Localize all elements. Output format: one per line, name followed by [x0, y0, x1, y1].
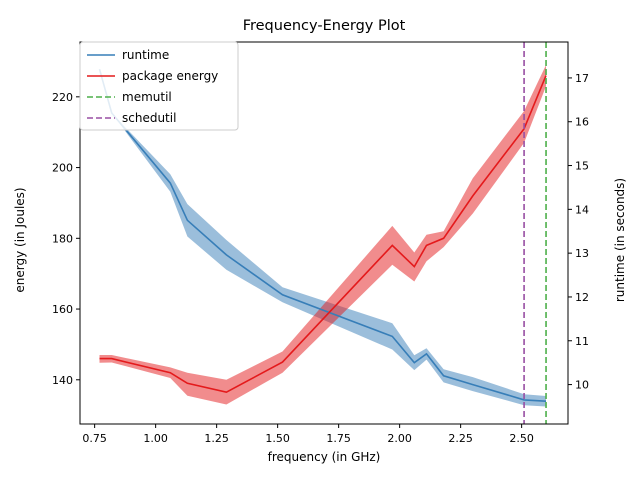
y2-tick-label: 11 — [575, 335, 589, 348]
legend-schedutil-label: schedutil — [122, 111, 176, 125]
x-tick-label: 1.50 — [265, 432, 290, 445]
x-tick-label: 2.00 — [387, 432, 412, 445]
confidence-bands — [99, 65, 546, 407]
series-lines — [98, 68, 547, 402]
reference-lines — [523, 42, 547, 424]
line-package-energy — [99, 75, 547, 394]
plot-frame — [79, 41, 569, 425]
x-axis-label: frequency (in GHz) — [268, 450, 381, 464]
y2-axis-label: runtime (in seconds) — [613, 178, 627, 302]
y-tick-label: 180 — [52, 232, 73, 245]
y2-tick-label: 15 — [575, 160, 589, 173]
x-tick-label: 2.25 — [448, 432, 473, 445]
y-tick-label: 200 — [52, 162, 73, 175]
y2-tick-label: 10 — [575, 379, 589, 392]
chart-title: Frequency-Energy Plot — [243, 18, 406, 34]
x-tick-label: 1.00 — [143, 432, 168, 445]
band-package-energy — [99, 65, 546, 405]
x-tick-label: 1.25 — [204, 432, 229, 445]
legend-package-energy-label: package energy — [122, 69, 218, 83]
y2-tick-label: 12 — [575, 291, 589, 304]
line-runtime — [98, 68, 547, 402]
y2-tick-label: 14 — [575, 203, 589, 216]
x-tick-label: 0.75 — [82, 432, 107, 445]
y2-tick-label: 17 — [575, 72, 589, 85]
x-tick-label: 2.50 — [509, 432, 534, 445]
y-axis-label: energy (in Joules) — [13, 187, 27, 292]
y-tick-label: 160 — [52, 303, 73, 316]
y-tick-label: 220 — [52, 91, 73, 104]
legend-box — [79, 41, 239, 131]
legend: runtime package energy memutil schedutil — [79, 41, 239, 131]
y2-tick-label: 16 — [575, 116, 589, 129]
x-tick-label: 1.75 — [326, 432, 351, 445]
y2-tick-label: 13 — [575, 247, 589, 260]
axes: 0.75 1.00 1.25 1.50 1.75 2.00 2.25 2.50 140 160 18… — [52, 41, 589, 445]
legend-runtime-label: runtime — [122, 48, 169, 62]
legend-memutil-label: memutil — [122, 90, 172, 104]
y-tick-label: 140 — [52, 374, 73, 387]
